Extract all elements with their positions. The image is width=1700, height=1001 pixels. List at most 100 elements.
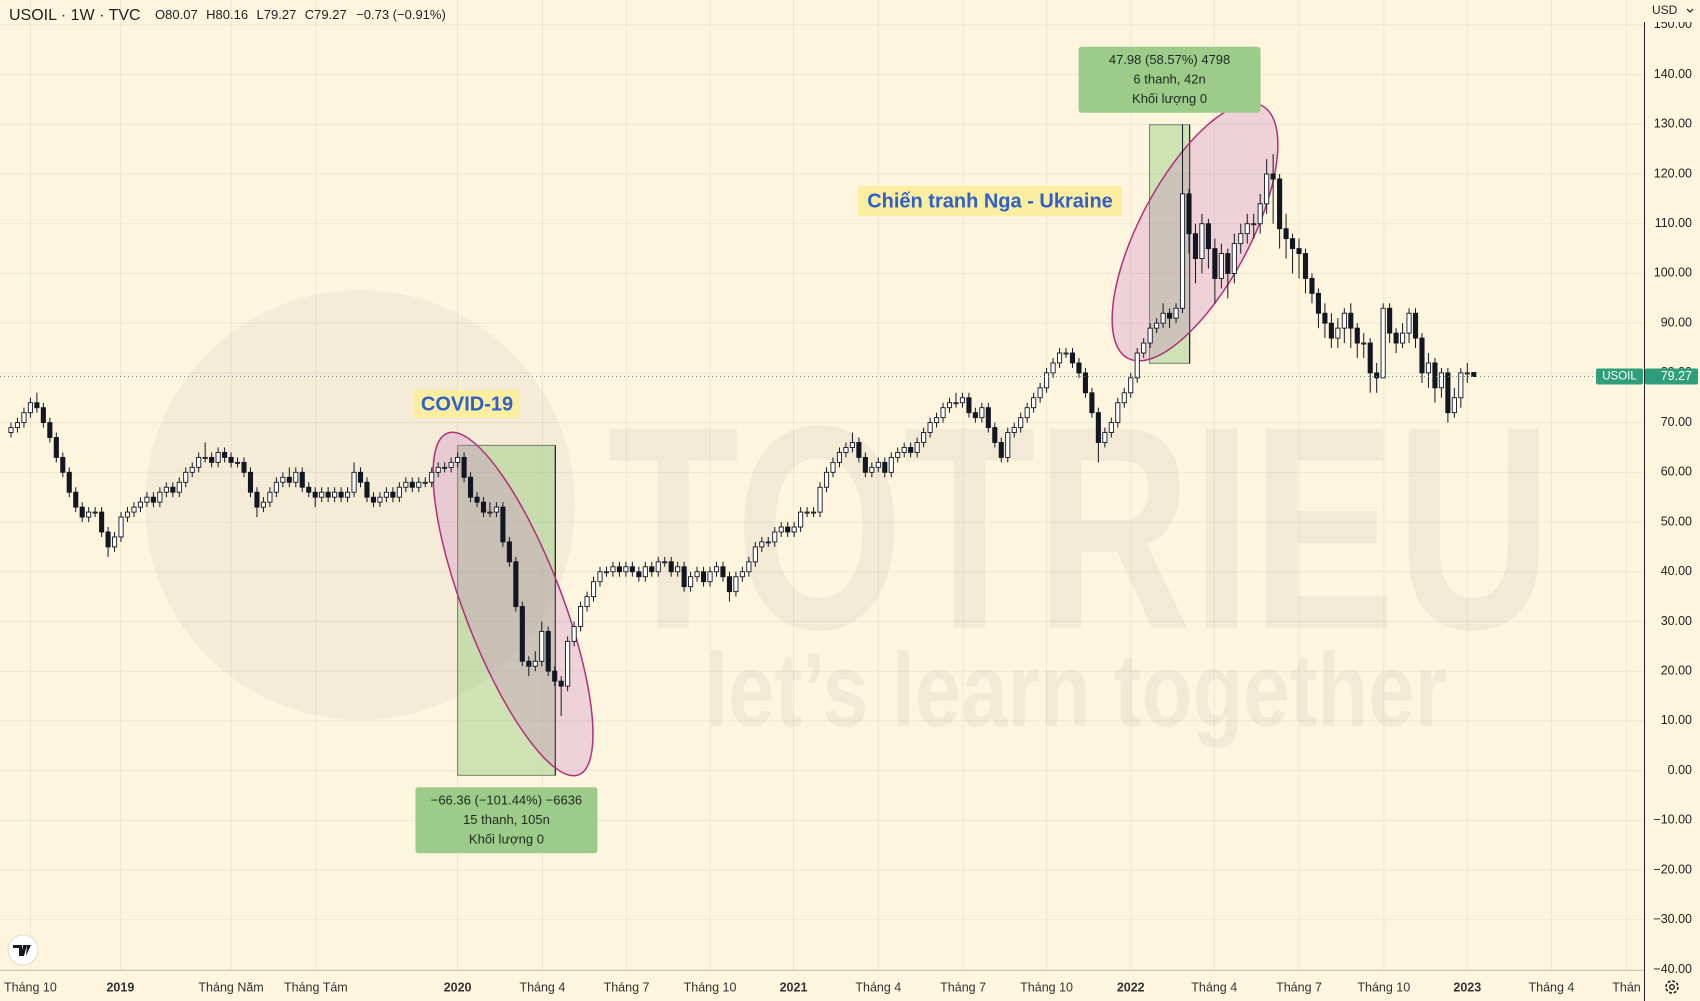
- candle-body: [778, 526, 784, 533]
- candle-body: [176, 481, 182, 493]
- candle-body: [953, 402, 959, 405]
- candle-body: [856, 442, 862, 458]
- candle-body: [1044, 372, 1050, 389]
- candle-body: [286, 476, 292, 483]
- x-tick-label: Tháng Năm: [198, 980, 263, 994]
- candle-body: [403, 481, 409, 488]
- candle-body: [603, 571, 610, 574]
- currency-bg: [1644, 0, 1700, 22]
- y-tick-label: 20.00: [1661, 663, 1692, 677]
- candle-body: [513, 561, 519, 608]
- price-tag-value: 79.27: [1661, 369, 1692, 383]
- candle-body: [765, 541, 771, 544]
- measure-label: −66.36 (−101.44%) −6636: [431, 793, 582, 808]
- candle-body: [1412, 312, 1419, 339]
- candle-body: [124, 511, 131, 518]
- logo-mark[interactable]: [13, 945, 31, 956]
- candles: [8, 124, 1477, 716]
- candle-body: [895, 451, 901, 458]
- candle-body: [1451, 397, 1457, 414]
- gear-center[interactable]: [1668, 984, 1675, 991]
- currency[interactable]: USD: [1652, 3, 1678, 17]
- candle-body: [1289, 238, 1296, 250]
- candle-body: [1264, 173, 1270, 205]
- candle-body: [40, 407, 46, 424]
- candle-body: [1322, 312, 1328, 324]
- candle-body: [752, 546, 758, 563]
- y-tick-label: 30.00: [1661, 614, 1692, 628]
- candle-body: [785, 526, 791, 533]
- candle-body: [435, 466, 441, 473]
- candle-body: [325, 491, 331, 498]
- ohlc-key: H: [206, 7, 215, 22]
- candle-body: [817, 486, 823, 513]
- x-tick-label: Tháng 10: [1020, 980, 1073, 994]
- y-tick-label: 0.00: [1668, 763, 1692, 777]
- candle-body: [118, 516, 124, 538]
- candle-body: [1056, 352, 1063, 364]
- price-tag-value-bg: [1645, 368, 1698, 385]
- candle-body: [623, 566, 629, 573]
- currency-chevron[interactable]: [1686, 8, 1694, 13]
- candle-body: [493, 506, 499, 513]
- candle-body: [254, 491, 260, 508]
- candle-body: [1076, 362, 1082, 374]
- candle-body: [1309, 277, 1315, 294]
- candle-body: [1471, 372, 1477, 377]
- symbol-title: USOIL · 1W · TVC: [9, 7, 141, 24]
- candle-body: [442, 466, 448, 469]
- candle-body: [1335, 327, 1341, 339]
- candle-body: [280, 476, 286, 483]
- candle-body: [487, 511, 493, 514]
- candle-body: [131, 506, 137, 513]
- change: −0.73 (−0.91%): [356, 7, 446, 22]
- candle-body: [332, 491, 338, 498]
- candle-body: [234, 461, 241, 464]
- x-tick-label: Tháng 7: [604, 980, 650, 994]
- candle-body: [882, 461, 888, 473]
- candle-body: [429, 471, 435, 483]
- price-tag: USOIL 79.27: [1596, 368, 1698, 385]
- candle-body: [79, 506, 85, 518]
- candle-body: [1432, 362, 1438, 389]
- candle-body: [681, 566, 687, 588]
- candle-body: [47, 422, 53, 438]
- gear[interactable]: [1665, 980, 1679, 994]
- candle-body: [312, 491, 318, 498]
- candle-body: [319, 491, 325, 498]
- candle-body: [1160, 312, 1166, 324]
- candle-body: [862, 456, 868, 473]
- measure-labels: −66.36 (−101.44%) −6636 15 thanh, 105n Khố…: [415, 46, 1261, 854]
- candle-body: [584, 596, 590, 608]
- annotation-bg: [858, 186, 1122, 216]
- time-axis: Tháng 10 2019 Tháng Năm Tháng Tám 2020 Tháng …: [4, 980, 1641, 994]
- candle-body: [934, 417, 940, 424]
- candle-body: [921, 432, 927, 443]
- candle-body: [377, 496, 383, 503]
- candle-body: [610, 566, 616, 573]
- candle-body: [364, 481, 370, 498]
- candle-body: [1173, 307, 1179, 319]
- candle-body: [875, 461, 881, 468]
- candle-body: [1108, 422, 1114, 433]
- price-tag-name-bg: [1596, 368, 1643, 385]
- candle-body: [888, 456, 894, 473]
- candle-body: [946, 402, 953, 409]
- candle-body: [1406, 312, 1412, 334]
- candle-body: [1037, 387, 1043, 399]
- candle-body: [461, 456, 467, 478]
- tradingview-logo[interactable]: [7, 934, 39, 966]
- candle-body: [694, 571, 700, 578]
- candle-body: [215, 451, 221, 463]
- candle-body: [357, 471, 364, 483]
- candle-body: [739, 571, 745, 578]
- ohlc-value: 80.07: [165, 7, 198, 22]
- candle-body: [1277, 178, 1283, 230]
- candle-body: [1089, 392, 1095, 414]
- candle-body: [1302, 253, 1309, 279]
- annotation-text: Chiến tranh Nga - Ukraine: [867, 190, 1113, 212]
- settings-icon[interactable]: [1665, 980, 1679, 994]
- x-tick-label: 2019: [106, 980, 134, 994]
